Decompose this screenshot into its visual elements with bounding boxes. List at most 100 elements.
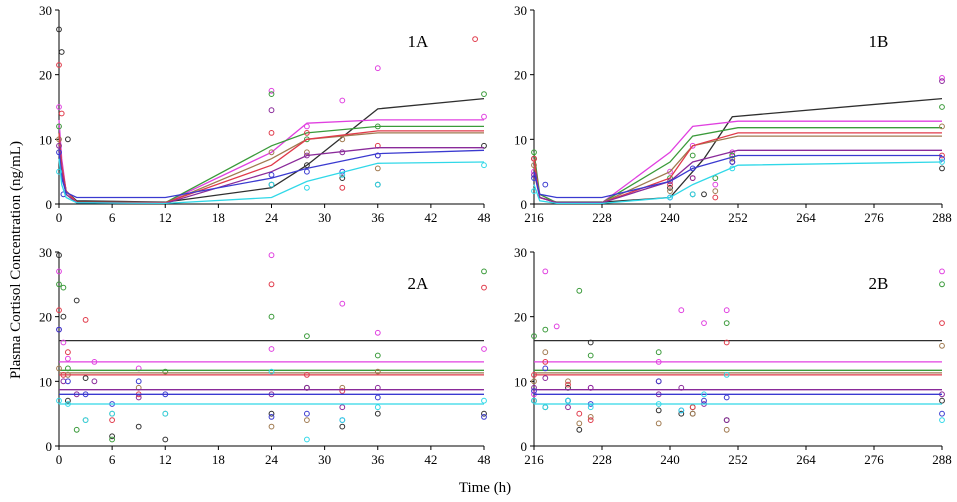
data-point-black [939, 397, 945, 404]
x-tick-label: 30 [318, 210, 331, 225]
y-tick-label: 20 [514, 68, 527, 83]
x-tick-label: 276 [864, 210, 884, 225]
y-tick-label: 20 [514, 310, 527, 325]
data-point-green [531, 333, 537, 340]
data-point-green [689, 152, 696, 159]
data-point-purple [939, 78, 945, 84]
data-point-blue [701, 397, 707, 404]
data-point-cyan [82, 417, 89, 424]
data-point-red [268, 130, 275, 136]
x-tick-label: 48 [478, 452, 491, 467]
data-point-cyan [939, 417, 945, 424]
data-point-brown [576, 420, 583, 427]
data-point-magenta [939, 75, 945, 81]
data-point-cyan [667, 194, 673, 201]
x-tick-label: 42 [424, 452, 437, 467]
panel-label: 1B [869, 32, 889, 51]
data-point-black [109, 433, 115, 440]
data-point-brown [689, 410, 696, 417]
data-point-red [723, 339, 730, 346]
x-tick-label: 228 [592, 210, 612, 225]
data-point-blue [542, 181, 549, 188]
data-point-magenta [553, 323, 560, 330]
data-point-red [472, 36, 479, 42]
data-point-blue [268, 414, 275, 420]
panel-1A: 0 10 20 30 0 6 12 18 24 30 36 42 48 1A [39, 3, 491, 225]
data-point-green [56, 123, 62, 130]
data-point-red [481, 284, 487, 291]
data-point-blue [729, 159, 736, 165]
data-point-red [304, 130, 310, 136]
data-point-red [712, 194, 719, 201]
data-point-brown [304, 417, 310, 424]
data-point-purple [135, 394, 142, 401]
data-point-purple [374, 384, 381, 391]
series-line-cyan [533, 161, 943, 205]
data-point-red [109, 417, 115, 424]
data-point-purple [56, 142, 62, 149]
panel-2B: 0 10 20 30 216 228 240 252 264 276 288 2B [514, 245, 952, 467]
x-tick-label: 264 [796, 210, 816, 225]
data-point-black [678, 410, 685, 417]
data-point-cyan [109, 410, 115, 417]
data-point-magenta [374, 65, 381, 72]
data-point-magenta [339, 97, 346, 104]
data-point-black [82, 375, 89, 382]
data-point-green [729, 152, 736, 159]
data-point-black [304, 162, 310, 169]
data-point-blue [56, 149, 62, 156]
data-point-brown [655, 420, 662, 427]
data-point-cyan [374, 404, 381, 411]
y-tick-label: 0 [521, 197, 528, 212]
data-point-green [374, 123, 381, 130]
data-point-cyan [56, 397, 62, 404]
y-tick-label: 10 [514, 374, 527, 389]
data-point-cyan [587, 404, 594, 411]
data-point-brown [939, 342, 945, 349]
data-point-brown [56, 365, 62, 372]
data-point-red [531, 155, 537, 162]
data-point-purple [304, 384, 310, 391]
data-point-green [65, 365, 71, 372]
data-point-magenta [56, 268, 62, 275]
data-point-blue [939, 155, 945, 162]
data-point-red [339, 388, 346, 394]
data-point-black [576, 426, 583, 433]
data-point-black [339, 175, 346, 182]
data-point-magenta [304, 123, 310, 130]
data-point-green [109, 436, 115, 443]
data-point-purple [723, 417, 730, 424]
data-point-black [65, 397, 71, 404]
x-tick-label: 48 [478, 210, 491, 225]
data-point-green [73, 426, 80, 433]
data-point-cyan [374, 181, 381, 188]
data-point-red [65, 349, 71, 356]
data-point-green [531, 149, 537, 156]
data-point-magenta [542, 268, 549, 275]
data-point-purple [542, 375, 549, 382]
data-point-blue [689, 165, 696, 172]
data-point-red [304, 372, 310, 378]
x-tick-label: 18 [212, 452, 225, 467]
y-tick-label: 30 [39, 3, 52, 18]
data-point-green [56, 281, 62, 288]
data-point-black [374, 410, 381, 417]
data-point-brown [339, 136, 346, 143]
data-point-purple [565, 404, 571, 411]
series-line-brown [58, 132, 484, 205]
data-point-cyan [689, 191, 696, 198]
data-point-blue [723, 394, 730, 401]
data-point-green [939, 104, 945, 110]
x-tick-label: 12 [159, 452, 172, 467]
panel-label: 1A [408, 32, 430, 51]
data-point-black [60, 313, 67, 320]
data-point-red [689, 404, 696, 411]
y-tick-label: 0 [46, 197, 53, 212]
data-point-blue [542, 365, 549, 372]
data-point-brown [531, 378, 537, 385]
data-point-green [667, 175, 673, 182]
data-point-black [481, 410, 487, 417]
data-point-purple [587, 384, 594, 391]
data-point-magenta [374, 329, 381, 336]
